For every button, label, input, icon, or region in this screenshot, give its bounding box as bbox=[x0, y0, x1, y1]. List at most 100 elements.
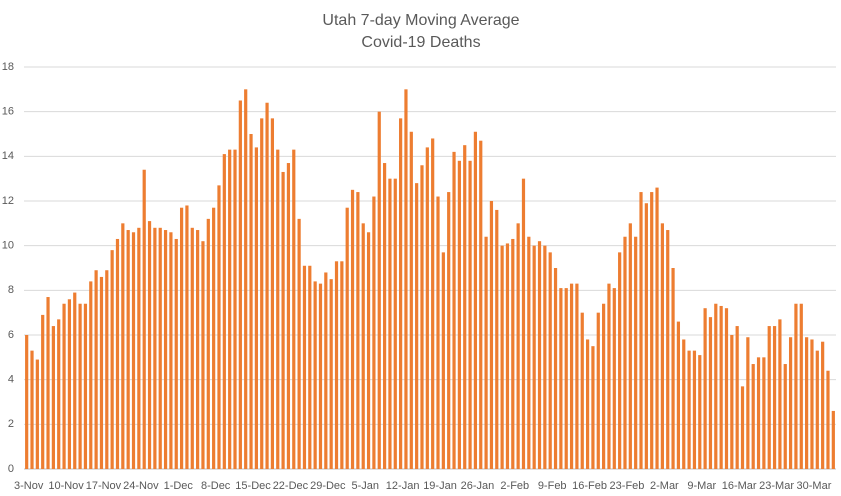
y-tick-label: 2 bbox=[8, 418, 14, 430]
y-tick-label: 16 bbox=[2, 106, 14, 118]
bar bbox=[548, 252, 552, 469]
bar bbox=[126, 230, 130, 469]
bar bbox=[121, 223, 125, 469]
bar bbox=[292, 149, 296, 469]
bar bbox=[655, 187, 659, 469]
bar bbox=[516, 223, 520, 469]
bar bbox=[489, 201, 494, 469]
bar bbox=[452, 151, 456, 469]
x-tick-label: 23-Feb bbox=[610, 480, 645, 492]
bar bbox=[468, 160, 472, 470]
bar bbox=[94, 270, 98, 469]
bar bbox=[372, 196, 376, 470]
bar bbox=[441, 252, 445, 469]
bar bbox=[676, 321, 681, 469]
bar bbox=[276, 149, 280, 469]
bar bbox=[46, 297, 50, 469]
bar bbox=[810, 339, 814, 469]
bar bbox=[543, 245, 547, 469]
x-tick-label: 23-Mar bbox=[759, 480, 794, 492]
bar bbox=[147, 221, 152, 469]
bar bbox=[495, 209, 499, 469]
bar bbox=[286, 163, 291, 470]
bar bbox=[329, 279, 333, 469]
bar bbox=[746, 337, 750, 469]
bar bbox=[623, 236, 627, 469]
bar bbox=[762, 357, 766, 469]
x-tick-label: 15-Dec bbox=[235, 480, 271, 492]
bar bbox=[260, 118, 264, 469]
bar bbox=[756, 357, 761, 469]
x-tick-label: 12-Jan bbox=[386, 480, 420, 492]
bar bbox=[575, 283, 579, 469]
bar bbox=[671, 268, 675, 469]
bar bbox=[131, 232, 136, 469]
y-tick-label: 12 bbox=[2, 195, 14, 207]
bar bbox=[821, 341, 825, 469]
bar bbox=[217, 185, 221, 469]
x-tick-label: 10-Nov bbox=[48, 480, 84, 492]
x-tick-label: 17-Nov bbox=[86, 480, 122, 492]
bar bbox=[201, 241, 205, 469]
y-tick-label: 10 bbox=[2, 240, 14, 252]
bar bbox=[618, 252, 622, 469]
x-tick-label: 1-Dec bbox=[164, 480, 194, 492]
bar bbox=[607, 283, 611, 469]
bar bbox=[313, 281, 317, 469]
bar bbox=[602, 303, 606, 469]
bar bbox=[644, 203, 648, 469]
bar bbox=[308, 265, 312, 469]
bar bbox=[666, 230, 670, 469]
bar bbox=[115, 238, 120, 469]
x-tick-label: 29-Dec bbox=[310, 480, 346, 492]
x-tick-label: 2-Feb bbox=[500, 480, 529, 492]
bar bbox=[30, 350, 34, 469]
bar bbox=[724, 308, 729, 469]
bar bbox=[238, 100, 242, 469]
bar bbox=[222, 154, 226, 469]
bar bbox=[35, 359, 39, 469]
bar bbox=[318, 283, 323, 469]
chart-subtitle: Covid-19 Deaths bbox=[361, 34, 480, 51]
bar bbox=[25, 335, 29, 469]
bar bbox=[244, 89, 248, 469]
bar bbox=[169, 232, 173, 469]
bar bbox=[51, 326, 55, 469]
bar bbox=[420, 165, 424, 469]
bar bbox=[356, 192, 360, 470]
bar bbox=[778, 319, 782, 469]
bar bbox=[751, 364, 755, 469]
bar bbox=[73, 292, 77, 469]
bar bbox=[281, 171, 285, 469]
x-tick-label: 16-Mar bbox=[722, 480, 757, 492]
bar bbox=[612, 288, 616, 469]
bar bbox=[388, 178, 392, 469]
bar bbox=[634, 236, 638, 469]
bar bbox=[628, 223, 632, 469]
x-tick-label: 24-Nov bbox=[123, 480, 159, 492]
x-tick-label: 9-Feb bbox=[538, 480, 567, 492]
bar bbox=[484, 236, 488, 469]
bar bbox=[580, 312, 584, 469]
bar bbox=[505, 243, 510, 469]
bar bbox=[767, 326, 771, 469]
bar bbox=[233, 149, 237, 469]
x-tick-label: 8-Dec bbox=[201, 480, 231, 492]
bar bbox=[350, 189, 355, 470]
bar bbox=[249, 134, 253, 469]
bar bbox=[212, 207, 216, 469]
bar bbox=[270, 118, 275, 469]
bar bbox=[788, 337, 793, 469]
bar bbox=[265, 102, 269, 469]
chart-title: Utah 7-day Moving Average bbox=[322, 12, 519, 29]
bar bbox=[382, 163, 387, 470]
bar bbox=[340, 261, 344, 469]
bar bbox=[585, 339, 590, 469]
bar bbox=[78, 303, 82, 469]
bar bbox=[297, 218, 301, 469]
bar bbox=[409, 131, 413, 469]
bar bbox=[425, 147, 429, 469]
x-tick-label: 2-Mar bbox=[650, 480, 679, 492]
x-tick-label: 3-Nov bbox=[14, 480, 44, 492]
